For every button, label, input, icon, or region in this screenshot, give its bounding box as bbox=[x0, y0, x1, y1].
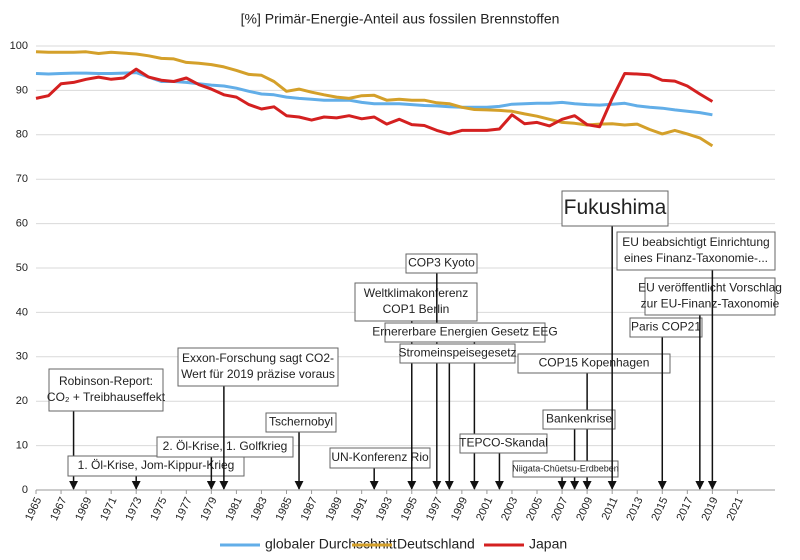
annotation-box bbox=[265, 412, 337, 433]
annotation-text: Exxon-Forschung sagt CO2- bbox=[182, 351, 334, 365]
y-tick-label: 60 bbox=[16, 218, 28, 230]
legend-label: globaler Durchschnitt bbox=[265, 536, 397, 552]
annotation-box bbox=[177, 347, 339, 387]
annotation-text: Tschernobyl bbox=[269, 415, 333, 429]
annotation-text: TEPCO-Skandal bbox=[459, 436, 548, 450]
chart-title: [%] Primär-Energie-Anteil aus fossilen B… bbox=[241, 11, 560, 27]
annotation-text: COP3 Kyoto bbox=[408, 256, 475, 270]
annotation-box bbox=[405, 253, 478, 274]
annotation-text: COP15 Kopenhagen bbox=[539, 356, 650, 370]
y-tick-label: 70 bbox=[16, 173, 28, 185]
annotation-box bbox=[629, 317, 703, 338]
y-tick-label: 0 bbox=[22, 484, 28, 496]
annotation-box bbox=[644, 277, 776, 316]
annotation-box bbox=[616, 231, 776, 271]
annotation-box bbox=[561, 190, 669, 227]
annotation-text: Bankenkrise bbox=[546, 412, 612, 426]
y-tick-label: 40 bbox=[16, 306, 28, 318]
annotation-text: EU veröffentlicht Vorschlag bbox=[638, 281, 782, 295]
legend-label: Japan bbox=[529, 536, 567, 552]
y-tick-label: 100 bbox=[10, 40, 28, 52]
legend-label: Deutschland bbox=[397, 536, 475, 552]
annotation-text: CO₂ + Treibhauseffekt bbox=[47, 390, 166, 404]
annotation-text: UN-Konferenz Rio bbox=[331, 450, 429, 464]
y-tick-label: 90 bbox=[16, 84, 28, 96]
annotation-box bbox=[48, 368, 164, 412]
annotation-text: Robinson-Report: bbox=[59, 374, 153, 388]
annotation-text: COP1 Berlin bbox=[383, 302, 450, 316]
series-line bbox=[35, 67, 714, 136]
annotation-text: zur EU-Finanz-Taxonomie bbox=[641, 297, 780, 311]
annotation-box bbox=[67, 455, 245, 477]
annotation-text: Ernererbare Energien Gesetz EEG bbox=[372, 325, 557, 339]
annotation-text: Wert für 2019 präzise voraus bbox=[181, 367, 335, 381]
annotation-box bbox=[329, 447, 431, 469]
annotations: Robinson-Report: CO₂ + Treibhauseffekt 1. … bbox=[47, 190, 782, 490]
annotation-box bbox=[399, 343, 516, 364]
y-tick-label: 20 bbox=[16, 395, 28, 407]
y-tick-label: 30 bbox=[16, 351, 28, 363]
annotation-box bbox=[517, 353, 671, 374]
lines bbox=[35, 50, 714, 148]
annotation-text: Stromeinspeisegesetz bbox=[398, 346, 516, 360]
annotation-box bbox=[354, 282, 478, 322]
annotation-box bbox=[384, 322, 546, 343]
annotation-text: Niigata-Chūetsu-Erdbeben bbox=[512, 463, 619, 473]
annotation-text: Paris COP21 bbox=[631, 320, 701, 334]
annotation-text: 2. Öl-Krise, 1. Golfkrieg bbox=[163, 439, 288, 453]
annotation-text: Fukushima bbox=[564, 196, 667, 219]
annotation-text: EU beabsichtigt Einrichtung bbox=[622, 235, 769, 249]
y-tick-label: 10 bbox=[16, 440, 28, 452]
annotation-text: 1. Öl-Krise, Jom-Kippur-Krieg bbox=[78, 458, 235, 472]
annotation-box bbox=[512, 460, 619, 478]
annotation-box bbox=[542, 409, 616, 430]
annotation-box bbox=[156, 436, 294, 458]
y-tick-label: 80 bbox=[16, 129, 28, 141]
annotation-text: eines Finanz-Taxonomie-... bbox=[624, 251, 768, 265]
annotation-box bbox=[459, 433, 548, 454]
y-tick-label: 50 bbox=[16, 262, 28, 274]
annotation-text: Weltklimakonferenz bbox=[364, 286, 468, 300]
